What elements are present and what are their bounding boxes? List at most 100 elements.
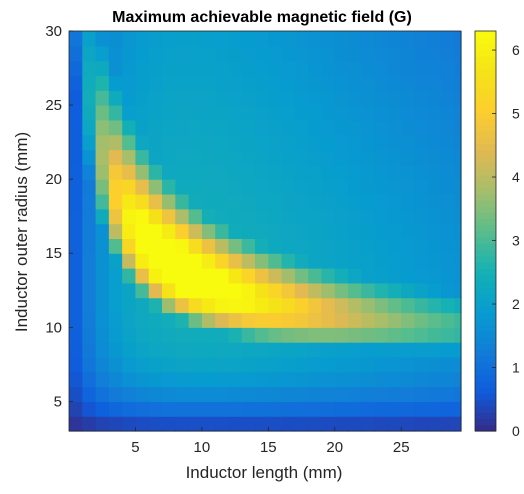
heatmap-cell: [148, 238, 163, 254]
heatmap-cell: [241, 386, 256, 402]
heatmap-cell: [241, 297, 256, 314]
heatmap-cell: [175, 75, 190, 91]
heatmap-cell: [281, 342, 296, 358]
heatmap-cell: [454, 312, 462, 328]
heatmap-cell: [201, 327, 216, 343]
colorbar-segment: [475, 349, 496, 357]
heatmap-cell: [334, 75, 349, 91]
heatmap-cell: [188, 75, 203, 91]
heatmap-cell: [281, 105, 296, 121]
colorbar-tick-label: 4: [512, 169, 520, 185]
heatmap-cell: [294, 371, 309, 388]
heatmap-cell: [401, 119, 416, 136]
colorbar-segment: [475, 256, 496, 263]
heatmap-cell: [334, 416, 349, 432]
heatmap-cell: [281, 45, 296, 62]
heatmap-cell: [321, 401, 336, 417]
heatmap-cell: [162, 164, 176, 180]
colorbar-segment: [475, 118, 496, 126]
heatmap-cell: [228, 253, 243, 269]
heatmap-cell: [348, 119, 362, 136]
heatmap-cell: [201, 193, 216, 210]
heatmap-cell: [241, 208, 256, 225]
heatmap-cell: [122, 386, 137, 402]
heatmap-cell: [348, 45, 362, 62]
heatmap-cell: [175, 356, 190, 373]
heatmap-cell: [454, 282, 462, 299]
colorbar-segment: [475, 37, 496, 45]
heatmap-cell: [334, 134, 349, 151]
heatmap-cell: [69, 193, 83, 210]
colorbar-segment: [475, 368, 496, 376]
heatmap-cell: [162, 105, 176, 121]
heatmap-cell: [321, 149, 336, 165]
heatmap-cell: [108, 356, 123, 373]
heatmap-cell: [162, 193, 176, 210]
heatmap-cell: [255, 268, 269, 284]
heatmap-cell: [135, 60, 150, 77]
heatmap-cell: [387, 31, 402, 47]
heatmap-cell: [441, 312, 455, 328]
heatmap-cell: [69, 60, 83, 77]
heatmap-cell: [308, 282, 323, 299]
heatmap-cell: [387, 327, 402, 343]
heatmap-cell: [135, 282, 150, 299]
heatmap-cell: [122, 90, 137, 106]
heatmap-cell: [454, 179, 462, 195]
heatmap-cell: [255, 223, 269, 239]
heatmap-cell: [95, 105, 110, 121]
heatmap-cell: [255, 386, 269, 402]
colorbar-segment: [475, 287, 496, 295]
heatmap-cell: [268, 371, 283, 388]
heatmap-cell: [348, 238, 362, 254]
heatmap-cell: [188, 90, 203, 106]
heatmap-cell: [215, 342, 230, 358]
heatmap-cell: [188, 134, 203, 151]
heatmap-cell: [228, 282, 243, 299]
heatmap-cell: [215, 356, 230, 373]
heatmap-cell: [255, 119, 269, 136]
y-tick-label: 25: [45, 97, 62, 114]
heatmap-cell: [135, 134, 150, 151]
heatmap-cell: [82, 149, 97, 165]
heatmap-cell: [387, 193, 402, 210]
heatmap-cell: [387, 60, 402, 77]
heatmap-cell: [82, 312, 97, 328]
heatmap-cell: [414, 119, 429, 136]
heatmap-cell: [135, 105, 150, 121]
heatmap-cell: [188, 401, 203, 417]
heatmap-cell: [69, 105, 83, 121]
heatmap-cell: [348, 60, 362, 77]
colorbar-segment: [475, 381, 496, 388]
heatmap-cell: [441, 416, 455, 432]
heatmap-cell: [268, 253, 283, 269]
heatmap-cell: [414, 253, 429, 269]
heatmap-cell: [268, 356, 283, 373]
heatmap-cell: [401, 45, 416, 62]
heatmap-cell: [255, 60, 269, 77]
heatmap-cell: [82, 386, 97, 402]
heatmap-cell: [228, 297, 243, 314]
heatmap-cell: [268, 386, 283, 402]
heatmap-cell: [188, 149, 203, 165]
heatmap-cell: [348, 31, 362, 47]
heatmap-cell: [135, 253, 150, 269]
heatmap-cell: [321, 105, 336, 121]
heatmap-cell: [175, 208, 190, 225]
heatmap-cell: [188, 282, 203, 299]
heatmap-cell: [255, 90, 269, 106]
colorbar-segment: [475, 224, 496, 232]
colorbar-segment: [475, 43, 496, 51]
heatmap-cell: [374, 356, 389, 373]
heatmap-cell: [334, 282, 349, 299]
heatmap-cell: [69, 119, 83, 136]
colorbar-frame: [474, 30, 497, 432]
heatmap-cell: [348, 386, 362, 402]
heatmap-cell: [401, 208, 416, 225]
heatmap-cell: [241, 282, 256, 299]
heatmap-cell: [108, 223, 123, 239]
heatmap-cell: [321, 297, 336, 314]
heatmap-cell: [108, 119, 123, 136]
heatmap-cell: [308, 90, 323, 106]
colorbar-segment: [475, 174, 496, 182]
